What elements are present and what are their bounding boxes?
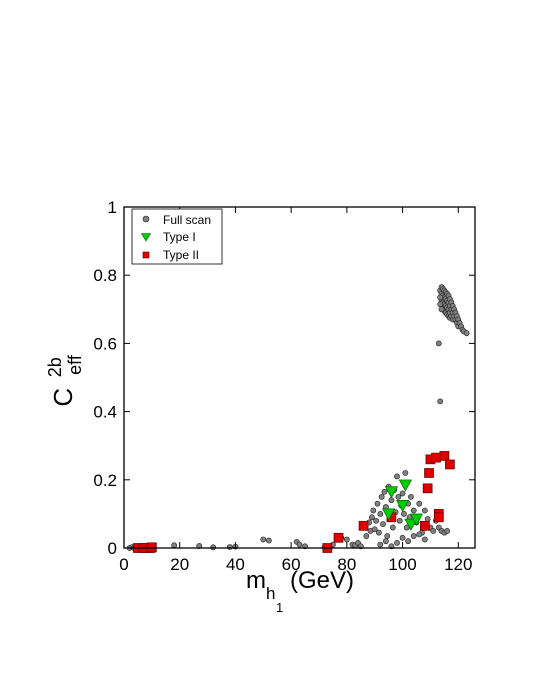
legend-marker-type-i [140, 233, 152, 242]
full-scan-point [378, 493, 385, 500]
full-scan-point [437, 301, 444, 308]
type-ii-point [147, 542, 157, 553]
x-tick-label: 60 [282, 555, 301, 574]
type-ii-point [431, 452, 441, 463]
full-scan-point [444, 528, 451, 534]
full-scan-point [381, 488, 388, 495]
full-scan-point [296, 541, 303, 548]
x-axis-title-subsub: 1 [276, 600, 283, 615]
type-i-point [384, 486, 399, 499]
x-tick-label: 20 [170, 555, 189, 574]
full-scan-point [226, 544, 233, 550]
x-axis-title-unit: (GeV) [290, 567, 354, 594]
y-axis-title: C 2b eff [45, 353, 85, 407]
type-ii-point [433, 512, 444, 523]
legend-marker-type-ii [142, 251, 150, 259]
x-axis-title-sub: h [266, 584, 275, 603]
y-tick-label: 0.4 [93, 403, 117, 422]
full-scan-point [210, 544, 217, 551]
type-ii-point [358, 520, 369, 531]
full-scan-point [377, 511, 384, 517]
full-scan-point [430, 528, 437, 534]
full-scan-point [382, 538, 389, 545]
full-scan-point [421, 536, 428, 543]
x-tick-label: 100 [388, 555, 416, 574]
full-scan-point [437, 294, 444, 301]
y-axis-title-sub: eff [65, 354, 85, 375]
x-axis-title-main: m [246, 567, 266, 594]
type-i-point [382, 508, 396, 521]
full-scan-point [369, 514, 375, 521]
y-tick-label: 0.8 [93, 266, 117, 285]
full-scan-point [416, 531, 423, 538]
type-ii-point [424, 468, 434, 478]
x-axis-title: m h 1 (GeV) [246, 567, 354, 615]
y-tick-label: 0.2 [93, 471, 117, 490]
full-scan-point [374, 500, 381, 507]
full-scan-point [408, 493, 414, 500]
full-scan-point [343, 536, 350, 543]
legend-marker-full-scan [142, 215, 150, 223]
y-tick-label: 0.6 [93, 334, 117, 353]
legend-label-type-i: Type I [163, 230, 196, 244]
x-tick-label: 80 [337, 555, 356, 574]
full-scan-point [394, 473, 400, 480]
full-scan-point [424, 516, 431, 522]
full-scan-point [265, 537, 272, 544]
full-scan-point [438, 306, 445, 313]
full-scan-point [405, 538, 412, 545]
full-scan-point [416, 500, 423, 507]
type-ii-point [439, 451, 450, 461]
full-scan-point [421, 507, 428, 514]
full-scan-point [394, 539, 400, 546]
y-tick-label: 1 [108, 198, 117, 217]
y-axis-title-main: C [48, 388, 78, 407]
full-scan-point [396, 517, 403, 524]
full-scan-point [389, 524, 396, 531]
type-ii-point [333, 532, 344, 543]
full-scan-point [377, 541, 384, 548]
full-scan-point [399, 490, 406, 497]
x-tick-label: 120 [444, 555, 472, 574]
full-scan-point [370, 507, 377, 514]
full-scan-point [435, 340, 442, 347]
type-ii-point [420, 520, 430, 531]
y-tick-label: 0 [108, 539, 117, 558]
full-scan-point [410, 507, 417, 514]
type-ii-point [445, 459, 455, 470]
full-scan-point [380, 521, 386, 528]
type-i-point [404, 518, 418, 531]
x-tick-label: 40 [226, 555, 245, 574]
full-scan-point [463, 330, 470, 337]
full-scan-point [437, 398, 444, 405]
full-scan-point [171, 542, 178, 549]
svg-text:C 2b eff: C 2b eff [45, 353, 85, 407]
full-scan-point [384, 533, 391, 539]
full-scan-point [260, 536, 267, 543]
tick-labels: 0 20 40 60 80 100 120 0 0.2 0.4 0.6 0.8 1 [93, 198, 472, 574]
legend-label-type-ii: Type II [163, 248, 199, 262]
full-scan-point [410, 533, 417, 539]
legend-label-full-scan: Full scan [163, 213, 211, 227]
y-axis-title-sup: 2b [45, 357, 65, 377]
data-points [126, 284, 470, 553]
x-tick-label: 0 [119, 555, 128, 574]
type-i-point [409, 513, 424, 526]
legend: Full scan Type I Type II [131, 208, 223, 265]
type-ii-point [422, 483, 433, 494]
type-i-point [398, 479, 412, 492]
full-scan-point [373, 517, 380, 524]
full-scan-point [371, 526, 378, 533]
full-scan-point [399, 534, 406, 541]
full-scan-point [401, 511, 407, 517]
full-scan-point [375, 529, 382, 536]
full-scan-point [395, 493, 402, 500]
full-scan-point [363, 533, 370, 539]
type-i-point [395, 500, 410, 513]
plot-frame [123, 206, 476, 549]
full-scan-point [402, 470, 409, 476]
